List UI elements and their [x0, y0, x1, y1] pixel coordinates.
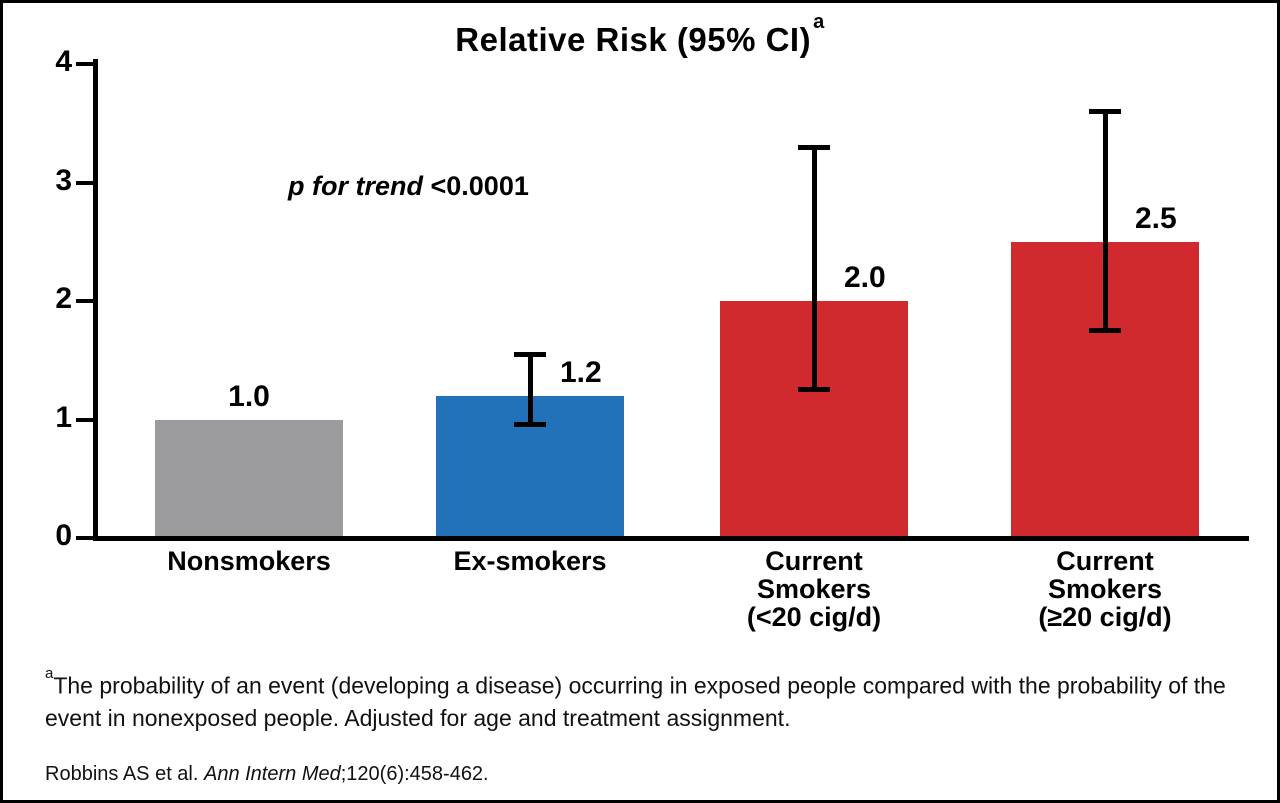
footnote-marker: a: [45, 665, 54, 682]
footnote-text: The probability of an event (developing …: [45, 672, 1226, 731]
chart-title-footnote-marker: a: [813, 11, 825, 33]
error-bar-cap-bottom: [798, 386, 830, 392]
y-axis-tick: [76, 299, 93, 303]
bar-1: [155, 419, 343, 536]
y-tick-label: 1: [55, 400, 72, 434]
p-trend-annotation: p for trend <0.0001: [288, 171, 529, 202]
error-bar-cap-bottom: [514, 422, 546, 428]
x-axis: [93, 536, 1249, 541]
error-bar-cap-top: [514, 352, 546, 358]
category-label-line: Current: [1056, 546, 1154, 576]
error-bar-line: [527, 354, 533, 426]
y-tick-label: 3: [55, 163, 72, 197]
error-bar-cap-top: [1089, 109, 1121, 115]
error-bar-line: [811, 146, 817, 390]
category-label: Current Smokers (<20 cig/d): [747, 547, 881, 631]
bar-value-label: 2.5: [1135, 201, 1177, 235]
p-trend-value: <0.0001: [423, 171, 529, 201]
y-axis-tick: [76, 536, 93, 540]
category-label-line: Nonsmokers: [167, 546, 331, 576]
category-label-line: (≥20 cig/d): [1038, 602, 1172, 632]
error-bar-line: [1102, 111, 1108, 331]
category-label-line: (<20 cig/d): [746, 602, 882, 632]
category-label: Ex-smokers: [453, 547, 606, 575]
y-axis-tick: [76, 417, 93, 422]
citation-pages: ;120(6):458-462.: [340, 763, 489, 785]
citation-authors: Robbins AS et al.: [45, 763, 204, 785]
category-label: Nonsmokers: [167, 547, 331, 575]
y-axis-tick: [76, 180, 93, 185]
citation: Robbins AS et al. Ann Intern Med;120(6):…: [45, 763, 489, 786]
bar-value-label: 2.0: [844, 261, 886, 294]
y-tick-label: 0: [55, 519, 72, 552]
y-tick-label: 4: [55, 45, 72, 78]
category-label-line: Smokers: [1047, 574, 1163, 604]
category-label-line: Current: [765, 546, 863, 576]
p-trend-label: p for trend: [288, 171, 423, 201]
y-axis: [93, 59, 98, 541]
category-label-line: Smokers: [756, 574, 872, 604]
footnote: aThe probability of an event (developing…: [45, 665, 1250, 734]
error-bar-cap-bottom: [1089, 327, 1121, 333]
bar-value-label: 1.0: [228, 379, 270, 413]
citation-journal: Ann Intern Med: [203, 763, 341, 785]
chart-title-text: Relative Risk (95% CI): [455, 21, 812, 58]
bar-chart: 0 1 2 3 4 1.0 Nonsmokers 1.2 Ex-smokers 2.0 Curren…: [3, 3, 1277, 800]
bar-value-label: 1.2: [560, 355, 602, 389]
chart-title: Relative Risk (95% CI) a: [3, 11, 1277, 59]
error-bar-cap-top: [798, 144, 830, 150]
y-tick-label: 2: [55, 282, 72, 315]
category-label: Current Smokers (≥20 cig/d): [1038, 547, 1171, 631]
category-label-line: Ex-smokers: [453, 546, 607, 576]
y-axis-tick: [76, 62, 93, 66]
